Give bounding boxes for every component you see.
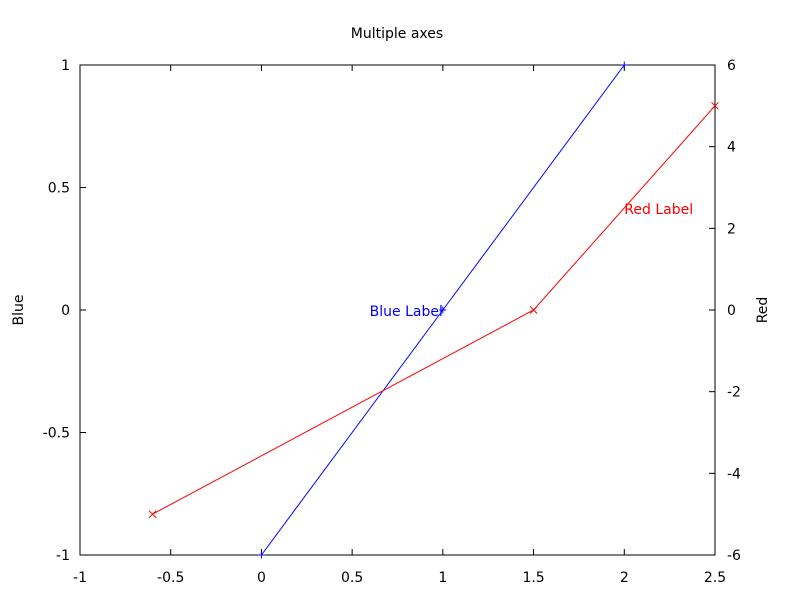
y-axis-right-label: Red [755, 297, 771, 324]
red-data-point [529, 306, 538, 314]
marker-stroke [711, 101, 719, 110]
blue-data-point [620, 61, 628, 69]
y-left-tick-label: 0 [61, 303, 70, 319]
x-tick-label: 2 [620, 570, 629, 586]
blue-series-annotation: Blue Label [370, 304, 443, 320]
y-right-tick-label: 4 [727, 140, 736, 156]
x-axis: -1 -0.5 0 0.5 1 1.5 2 2.5 [73, 65, 726, 586]
y-right-tick-label: 0 [727, 303, 736, 319]
y-left-tick-label: 0.5 [48, 181, 70, 197]
y-right-tick-label: -6 [727, 548, 741, 564]
x-tick-label: 1.5 [522, 570, 544, 586]
x-tick-label: 0 [257, 570, 266, 586]
x-tick-label: 0.5 [341, 570, 363, 586]
y-right-tick-label: 2 [727, 221, 736, 237]
y-axis-right: -6 -4 -2 0 2 4 6 [709, 58, 741, 564]
y-left-tick-label: 1 [61, 58, 70, 74]
y-right-tick-label: -2 [727, 385, 741, 401]
marker-stroke [529, 306, 538, 314]
x-tick-label: 1 [438, 570, 447, 586]
y-left-tick-label: -1 [56, 548, 70, 564]
marker-stroke [148, 510, 157, 519]
y-right-tick-label: 6 [727, 58, 736, 74]
y-axis-left: -1 -0.5 0 0.5 1 [43, 58, 86, 564]
red-series-annotation: Red Label [624, 202, 693, 218]
red-data-point [711, 101, 719, 110]
blue-data-point [439, 306, 447, 314]
y-left-tick-label: -0.5 [43, 426, 70, 442]
x-tick-label: -1 [73, 570, 87, 586]
series-layer: Blue Label Red Label [148, 61, 719, 559]
x-tick-label: -0.5 [157, 570, 184, 586]
x-tick-label: 2.5 [704, 570, 726, 586]
blue-data-point [257, 551, 265, 559]
y-right-tick-label: -4 [727, 466, 741, 482]
y-axis-left-label: Blue [11, 295, 27, 326]
red-data-point [148, 510, 157, 519]
chart-title: Multiple axes [351, 26, 443, 42]
